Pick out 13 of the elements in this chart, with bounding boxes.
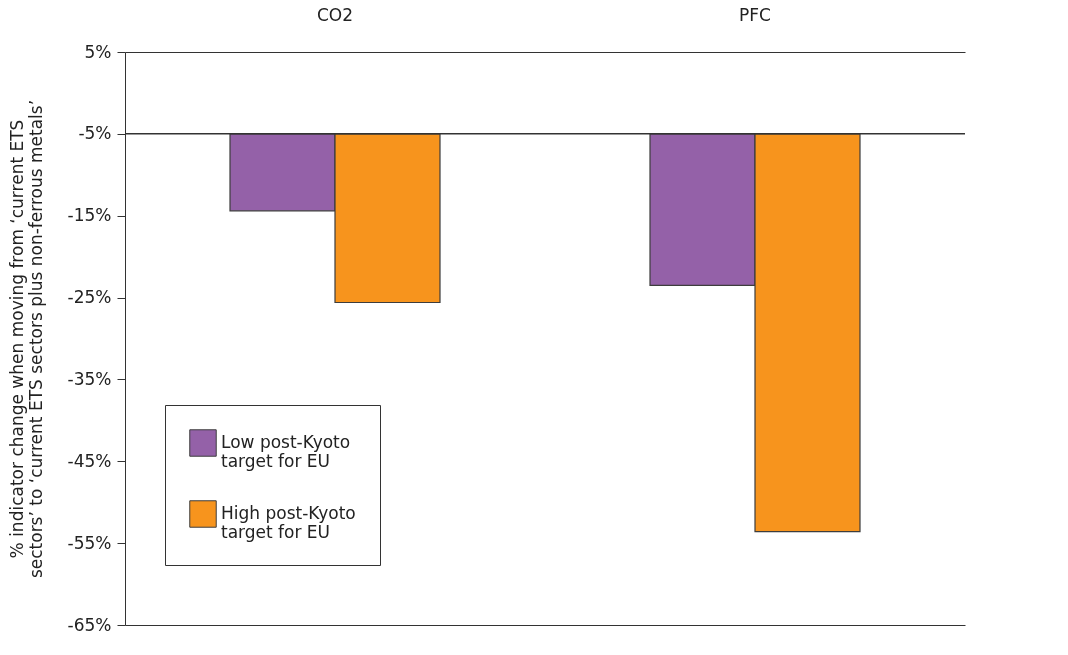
legend-label: High post-Kyoto target for EU bbox=[221, 503, 356, 542]
y-tick-label: -25% bbox=[67, 287, 112, 308]
y-tick-label: -65% bbox=[67, 614, 112, 635]
y-tick-label: -15% bbox=[67, 205, 112, 226]
x-tick-label: CO2 bbox=[316, 4, 354, 25]
y-tick-label: -55% bbox=[67, 532, 112, 553]
y-tick-label: -45% bbox=[67, 450, 112, 471]
x-tick-label: PFC bbox=[739, 4, 771, 25]
y-tick-label: -35% bbox=[67, 368, 112, 389]
y-axis-title: % indicator change when moving from ‘current ETS sectors’ to ‘current ETS sectors plus non-ferrous metals’ bbox=[6, 99, 46, 579]
y-tick-label: 5% bbox=[84, 41, 112, 62]
y-tick-label: -5% bbox=[78, 123, 112, 144]
legend-label: Low post-Kyoto target for EU bbox=[221, 432, 351, 471]
